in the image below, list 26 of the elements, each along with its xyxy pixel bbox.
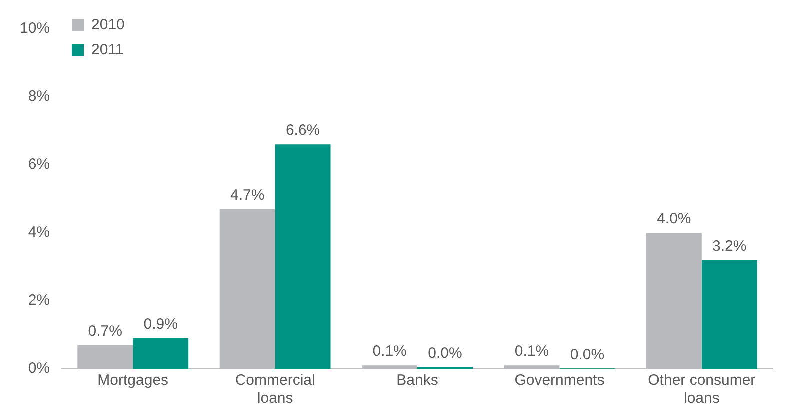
data-label: 0.9% [144, 316, 178, 334]
bar [702, 260, 758, 369]
legend-label: 2011 [92, 42, 124, 59]
data-label: 0.0% [570, 346, 605, 364]
x-tick-label: Mortgages [98, 372, 169, 390]
y-tick-label: 4% [28, 224, 50, 242]
y-tick-label: 10% [20, 20, 50, 38]
data-label: 4.7% [230, 186, 265, 204]
x-tick-label: Other consumer loans [648, 372, 756, 408]
data-label: 0.7% [88, 322, 122, 340]
data-label: 0.0% [428, 344, 462, 362]
data-label: 4.0% [657, 210, 692, 228]
y-tick-label: 6% [28, 156, 50, 174]
data-label: 0.1% [372, 343, 407, 360]
x-tick-label: Banks [396, 372, 438, 390]
y-tick-label: 0% [28, 360, 50, 378]
y-tick-label: 2% [28, 292, 50, 310]
legend-label: 2010 [92, 16, 125, 34]
data-label: 6.6% [286, 122, 320, 140]
data-label: 0.1% [514, 343, 550, 360]
x-tick-label: Governments [514, 372, 605, 390]
data-label: 3.2% [712, 238, 747, 255]
x-tick-label: Commercial loans [235, 372, 316, 408]
bar [275, 144, 331, 369]
bar [133, 338, 189, 369]
y-tick-label: 8% [28, 88, 50, 106]
